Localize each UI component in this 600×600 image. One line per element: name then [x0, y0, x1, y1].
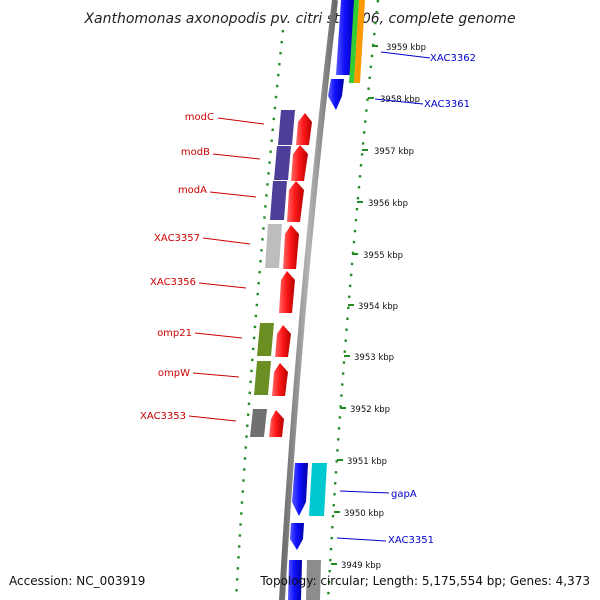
gene-label-xac3351[interactable]: XAC3351: [388, 535, 434, 546]
scale-label: 3958 kbp: [380, 95, 420, 105]
leader-line-moda: [209, 191, 257, 198]
reverse-gene-arrows: [269, 113, 312, 437]
gene-arrow-xac3362[interactable]: [336, 0, 355, 75]
cog-bar-next: [306, 560, 321, 600]
gene-label-modb[interactable]: modB: [181, 147, 210, 158]
scale-label: 3956 kbp: [368, 199, 408, 209]
gene-arrow-xac3357[interactable]: [283, 225, 299, 269]
scale-label: 3950 kbp: [344, 509, 384, 519]
cog-bar-xac3362: [349, 0, 359, 83]
gene-arrow-xac3361[interactable]: [328, 79, 344, 110]
gene-label-gapa[interactable]: gapA: [391, 489, 417, 500]
gene-label-xac3353[interactable]: XAC3353: [140, 411, 186, 422]
leader-line-modc: [217, 117, 265, 125]
gene-label-xac3356[interactable]: XAC3356: [150, 277, 196, 288]
gene-arrow-xac3356[interactable]: [279, 271, 295, 313]
leader-line-xac3353: [188, 415, 237, 422]
gene-arrow-modb[interactable]: [291, 145, 308, 181]
reverse-cog-bars: [250, 110, 295, 437]
topology-text: Topology: circular; Length: 5,175,554 bp…: [260, 574, 590, 588]
gene-label-modc[interactable]: modC: [185, 112, 214, 123]
gene-label-xac3357[interactable]: XAC3357: [154, 233, 200, 244]
leader-line-modb: [212, 153, 261, 160]
cog-bar-omp21: [257, 323, 274, 356]
scale-label: 3957 kbp: [374, 147, 414, 157]
gene-arrow-xac3351[interactable]: [290, 523, 304, 550]
inner-track-boundary: [234, 29, 285, 600]
leader-line-xac3356: [198, 282, 247, 289]
leader-line-omp21: [194, 332, 243, 339]
map-title: Xanthomonas axonopodis pv. citri str. 30…: [83, 11, 515, 27]
cog-bar-modb: [274, 146, 291, 180]
scale-label: 3953 kbp: [354, 353, 394, 363]
leader-line-xac3357: [202, 237, 251, 245]
gene-label-moda[interactable]: modA: [178, 185, 207, 196]
leader-line-xac3351: [336, 537, 387, 542]
gene-label-xac3361[interactable]: XAC3361: [424, 99, 470, 110]
scale-label: 3952 kbp: [350, 405, 390, 415]
cog-bar-gapa: [309, 463, 327, 516]
gene-label-xac3362[interactable]: XAC3362: [430, 53, 476, 64]
leader-line-gapa: [339, 490, 390, 494]
gene-labels: modC modB modA XAC3357 XAC3356 omp21 omp…: [140, 53, 476, 546]
forward-features-bottom: [288, 463, 327, 600]
scale-label: 3949 kbp: [341, 561, 381, 571]
gene-arrow-modc[interactable]: [296, 113, 312, 145]
label-leaders: [188, 51, 431, 542]
leader-line-ompw: [192, 372, 240, 378]
scale-label: 3951 kbp: [347, 457, 387, 467]
genome-backbone: [279, 0, 338, 600]
accession-text: Accession: NC_003919: [9, 574, 146, 588]
cog-bar-xac3357: [265, 224, 282, 268]
gene-arrow-next[interactable]: [288, 560, 302, 600]
gene-label-ompw[interactable]: ompW: [158, 368, 190, 379]
cog-bar-ompw: [254, 361, 271, 395]
forward-features-top: [328, 0, 365, 110]
gene-arrow-gapa[interactable]: [292, 463, 308, 516]
scale-label: 3955 kbp: [363, 251, 403, 261]
scale-label: 3959 kbp: [386, 43, 426, 53]
cog-bar-xac3362-b: [354, 0, 365, 83]
leader-line-xac3361: [374, 98, 424, 105]
cog-bar-xac3353: [250, 409, 267, 437]
gene-label-omp21[interactable]: omp21: [157, 328, 192, 339]
leader-line-xac3362: [380, 51, 431, 59]
gene-arrow-omp21[interactable]: [275, 325, 291, 357]
outer-track-boundary: [326, 0, 380, 600]
gene-arrow-ompw[interactable]: [272, 363, 288, 396]
scale-labels: 3959 kbp 3958 kbp 3957 kbp 3956 kbp 3955…: [341, 43, 426, 571]
cog-bar-modc: [278, 110, 295, 145]
cog-bar-moda: [270, 181, 287, 220]
scale-ticks: [331, 45, 378, 565]
scale-label: 3954 kbp: [358, 302, 398, 312]
gene-arrow-xac3353[interactable]: [269, 410, 284, 437]
gene-arrow-moda[interactable]: [287, 181, 304, 222]
